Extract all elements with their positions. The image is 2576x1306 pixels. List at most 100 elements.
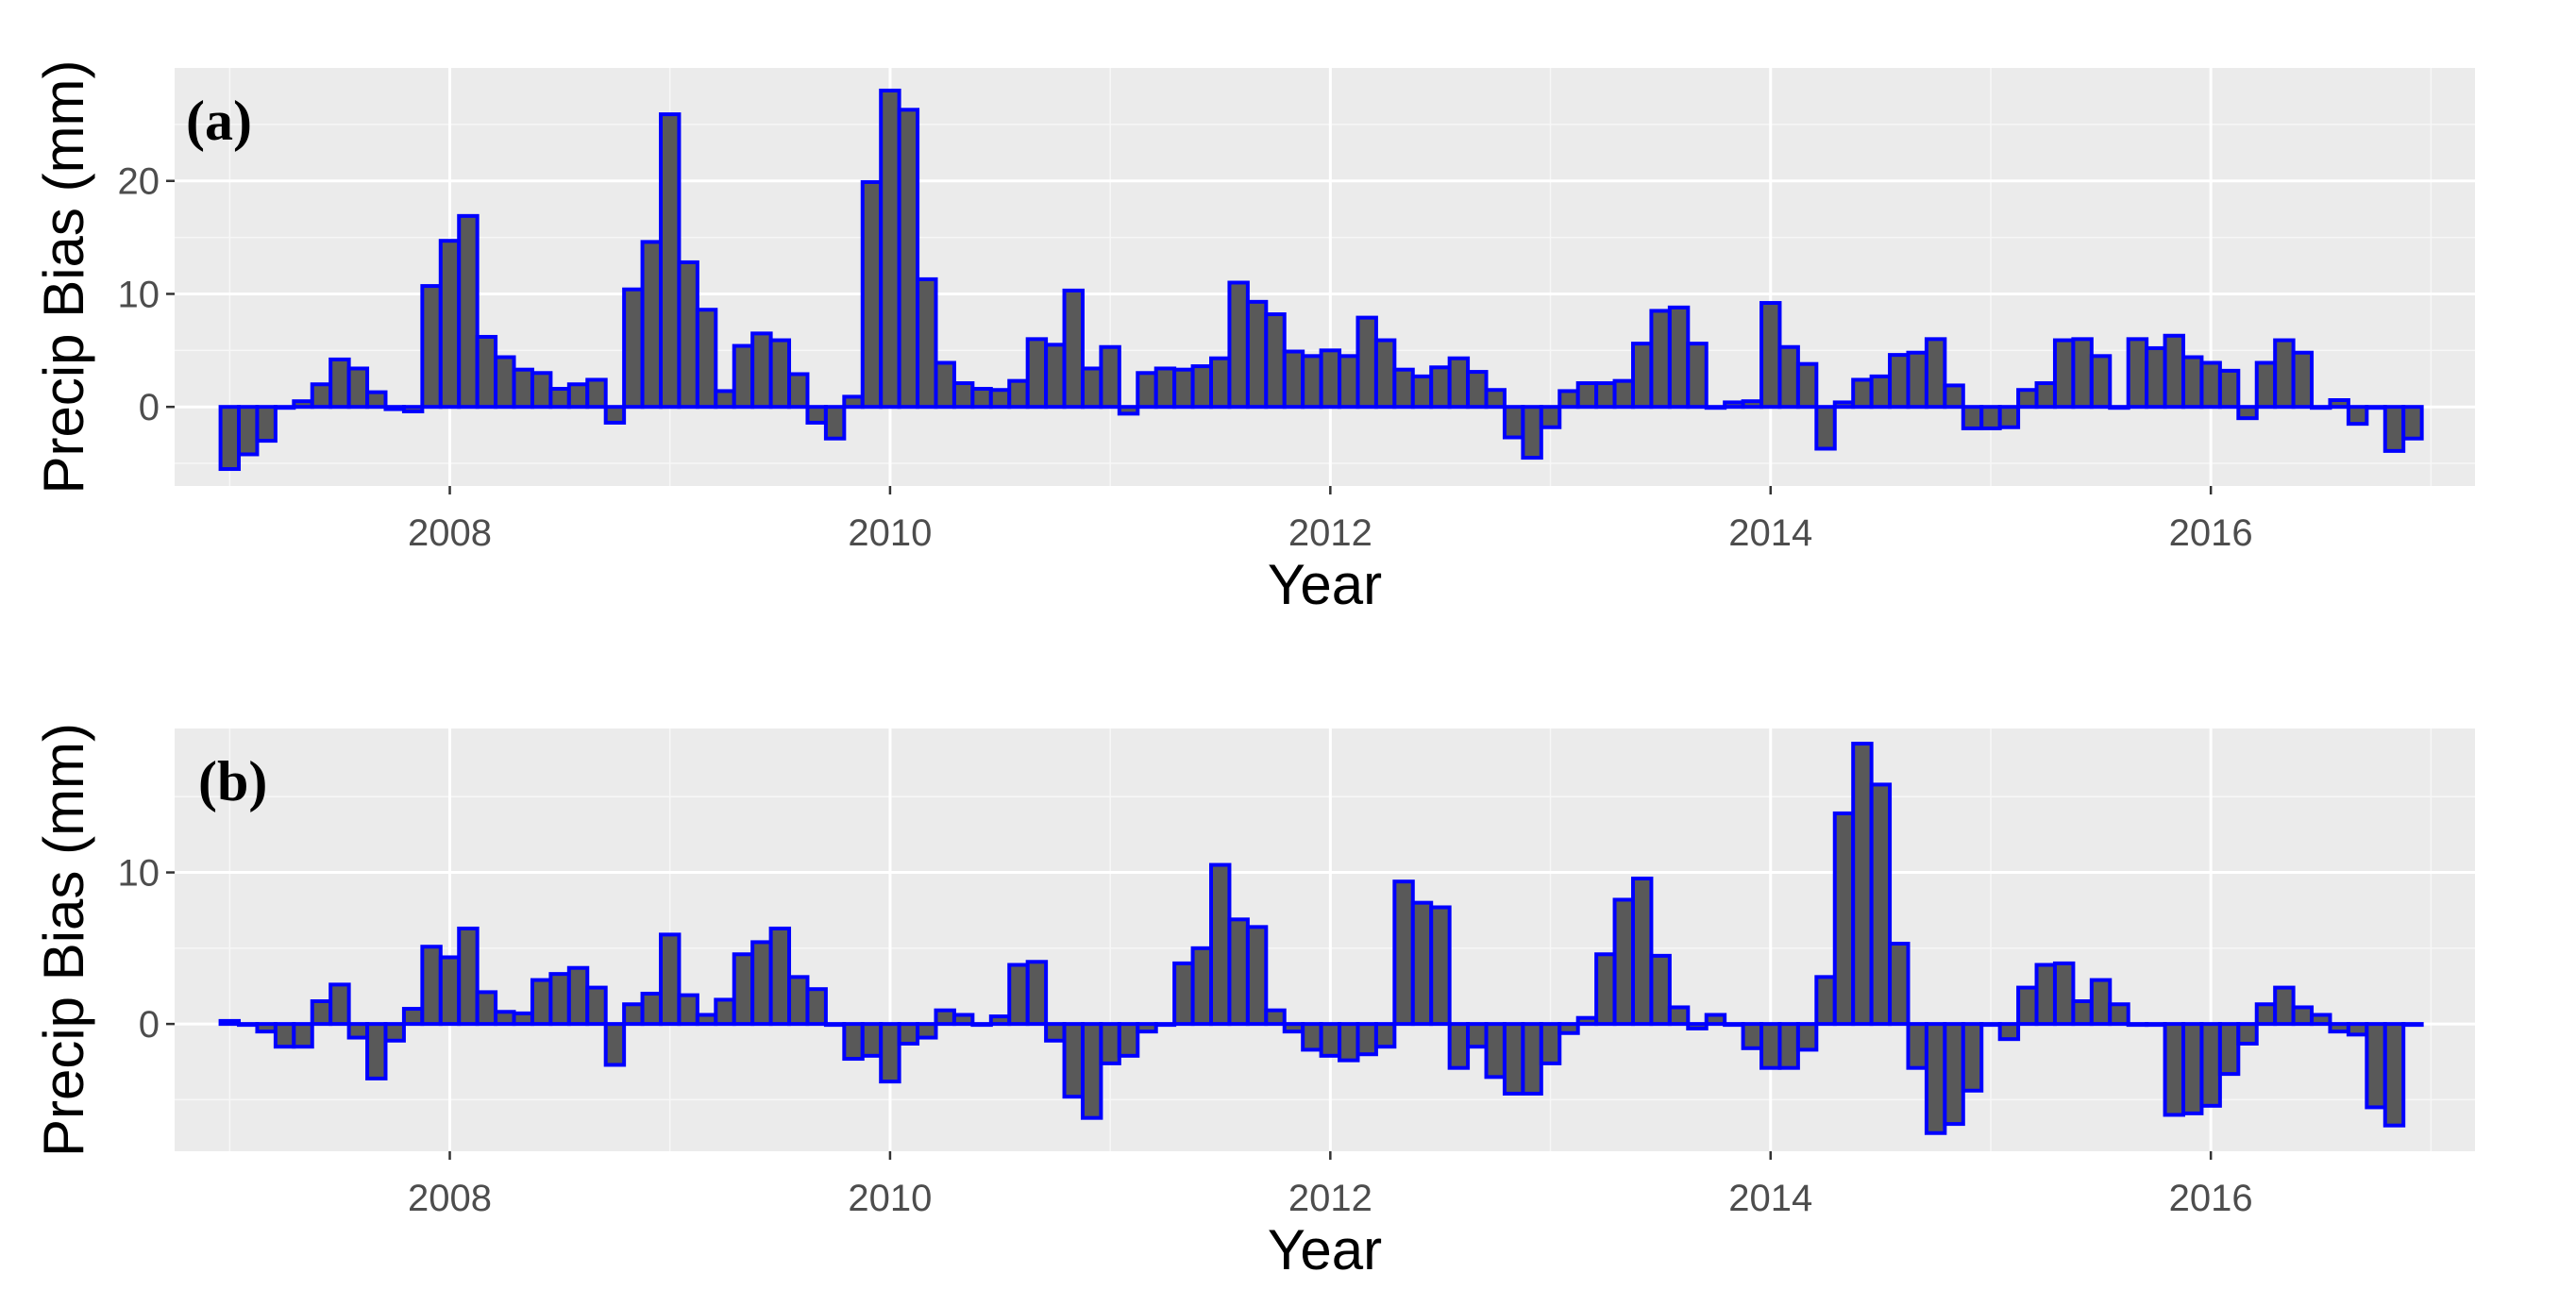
bar (1062, 288, 1085, 410)
bar (494, 355, 516, 410)
bar (2089, 978, 2113, 1027)
bar (2273, 338, 2296, 410)
bar (1338, 1022, 1360, 1063)
bar (1851, 742, 1874, 1027)
bar (805, 405, 828, 425)
bar (1575, 381, 1599, 410)
bar (750, 331, 773, 410)
bar (2291, 350, 2315, 410)
bar (1723, 400, 1745, 410)
bar (1392, 879, 1415, 1027)
bar (916, 276, 938, 410)
bar (1502, 1022, 1525, 1096)
bar (1373, 1022, 1397, 1049)
x-axis-title: Year (1268, 553, 1382, 616)
bar (1906, 1022, 1928, 1070)
bar (365, 390, 388, 410)
bar (420, 284, 443, 410)
bar (2034, 963, 2057, 1027)
bar (714, 389, 736, 410)
x-tick-label: 2012 (1288, 1178, 1372, 1219)
x-tick-label: 2014 (1728, 1178, 1812, 1219)
bar (823, 1022, 847, 1028)
bar (1209, 356, 1232, 410)
bar (1355, 1022, 1378, 1057)
bar (2273, 985, 2296, 1027)
bar (548, 972, 571, 1027)
bar (1044, 343, 1067, 410)
bar (512, 1011, 534, 1027)
bar (970, 1022, 993, 1028)
bar (457, 926, 480, 1027)
bar (1795, 361, 1819, 410)
bar (677, 260, 699, 410)
bar (823, 405, 847, 441)
bar (897, 1022, 920, 1046)
bar (1521, 405, 1543, 460)
bar (1759, 301, 1782, 410)
bar (273, 405, 296, 410)
bar (2163, 333, 2186, 410)
bar (2310, 405, 2332, 410)
bar (1080, 366, 1103, 410)
bar (1832, 811, 1856, 1027)
bar (2199, 1022, 2222, 1108)
bar (1099, 344, 1121, 410)
bar (1136, 371, 1158, 410)
bar (1777, 1022, 1800, 1070)
bar (1190, 364, 1214, 410)
bar (475, 334, 498, 410)
bar (530, 978, 553, 1027)
bar (1062, 1022, 1085, 1099)
bar (951, 381, 975, 410)
bar (732, 952, 755, 1027)
bar (1814, 975, 1837, 1027)
bar (566, 382, 590, 410)
bar (218, 1018, 242, 1027)
bar (879, 1022, 901, 1084)
bar (1888, 353, 1911, 410)
x-axis-title: Year (1268, 1218, 1382, 1281)
bar (2052, 961, 2076, 1027)
bar (1319, 1022, 1342, 1058)
bar (640, 992, 663, 1027)
bar (292, 399, 314, 410)
bar (2199, 360, 2222, 410)
bar (1594, 381, 1617, 410)
bar (1943, 383, 1965, 410)
bar (1264, 312, 1287, 410)
bar (310, 382, 333, 410)
bar (2181, 355, 2204, 410)
bar (1741, 399, 1764, 410)
bar (1429, 365, 1452, 410)
bar (1227, 917, 1250, 1027)
bar (1906, 350, 1928, 410)
bar (2254, 1002, 2278, 1027)
bar (1612, 378, 1635, 410)
bar (1851, 377, 1874, 410)
bar (622, 1002, 645, 1027)
bar (1466, 1022, 1489, 1049)
bar (2145, 345, 2167, 410)
bar (328, 357, 351, 410)
bar (1961, 405, 1984, 430)
y-tick-label: 0 (139, 1004, 160, 1046)
bar (1686, 1022, 1709, 1030)
bar (1264, 1008, 1287, 1027)
bar (1649, 953, 1672, 1027)
bar (292, 1022, 314, 1049)
bar (383, 405, 406, 411)
bar (365, 1022, 388, 1080)
bar (1484, 388, 1507, 410)
bar (2071, 337, 2094, 410)
bar (2181, 1022, 2204, 1115)
chart-panel-b: 0 10 2008 2010 2012 2014 2016 Year Precip Bias (… (32, 723, 2475, 1281)
bar (1741, 1022, 1764, 1050)
chart-panel-a: 0 10 20 2008 2010 2012 2014 2016 Year Precip Bias… (32, 59, 2475, 616)
bar (2126, 337, 2149, 410)
bar (2052, 338, 2076, 410)
bar (1319, 348, 1342, 410)
bar (2089, 354, 2113, 410)
bar (1869, 782, 1893, 1027)
